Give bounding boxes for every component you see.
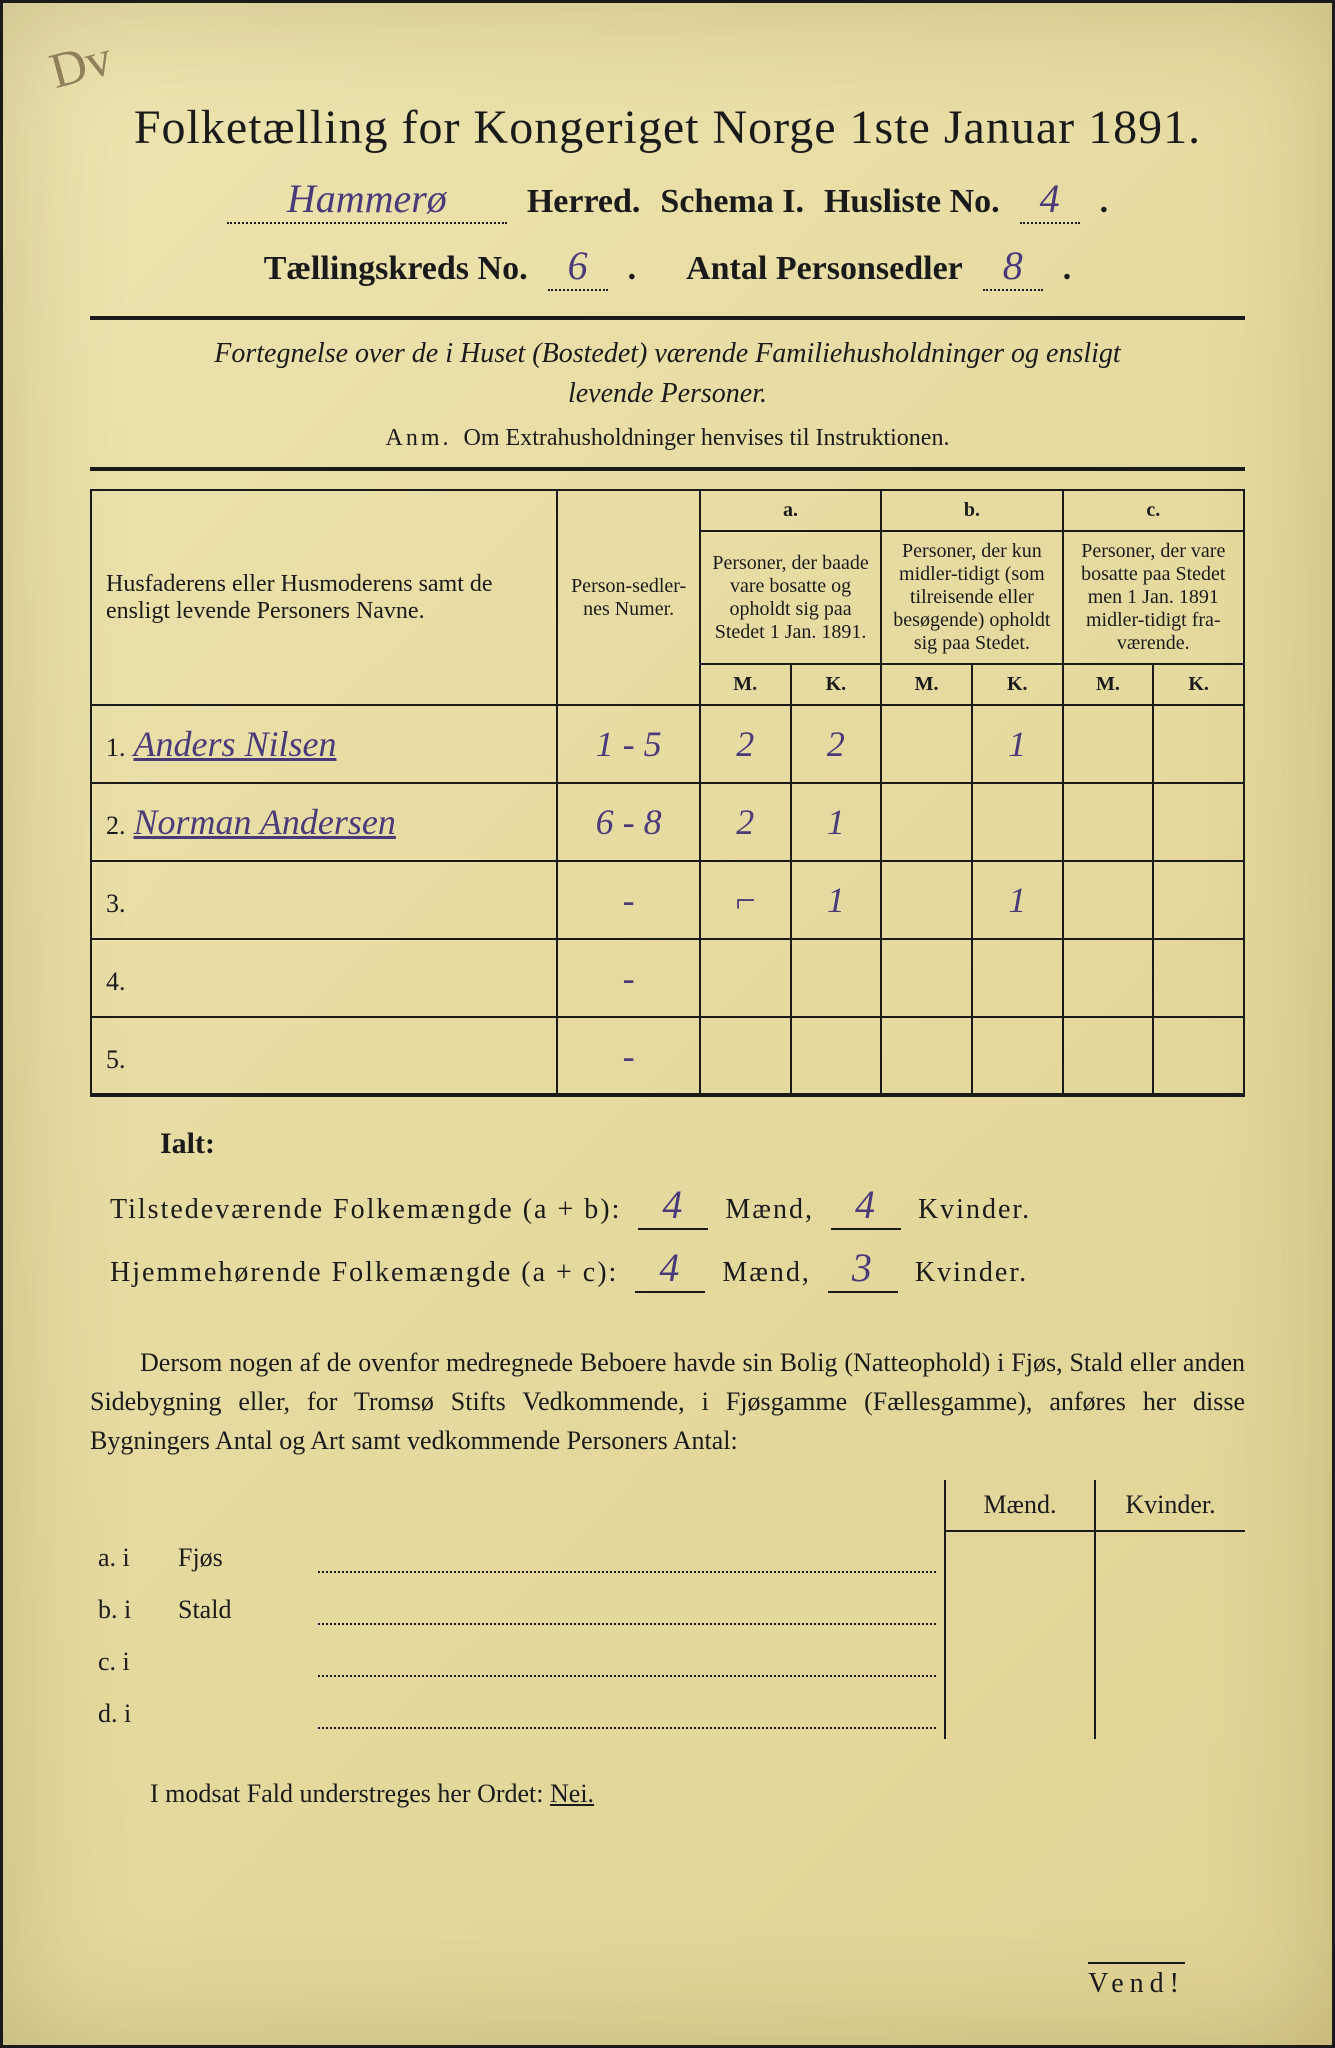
paragraph: Dersom nogen af de ovenfor medregnede Be…: [90, 1343, 1245, 1460]
husliste-value: 4: [1020, 175, 1080, 224]
vend: Vend!: [1088, 1962, 1185, 2000]
husliste-label: Husliste No.: [824, 183, 1000, 221]
th-a-text: Personer, der baade vare bosatte og opho…: [700, 531, 881, 664]
table-row: 1.Anders Nilsen 1 - 5 2 2 1: [91, 705, 1244, 783]
sum-line-1: Tilstedeværende Folkemængde (a + b): 4 M…: [110, 1181, 1245, 1230]
subheader-2: levende Personer.: [90, 378, 1245, 410]
th-b-text: Personer, der kun midler-tidigt (som til…: [881, 531, 1062, 664]
th-a-label: a.: [700, 490, 881, 531]
antal-label: Antal Personsedler: [686, 250, 963, 288]
lower-maend: Mænd.: [945, 1480, 1095, 1531]
header-line-1: Hammerø Herred. Schema I. Husliste No. 4…: [90, 175, 1245, 224]
header-line-2: Tællingskreds No. 6 . Antal Personsedler…: [90, 242, 1245, 291]
herred-label: Herred.: [527, 183, 641, 221]
th-m: M.: [881, 664, 972, 705]
subheader-1: Fortegnelse over de i Huset (Bostedet) v…: [90, 338, 1245, 370]
rule: [90, 316, 1245, 320]
th-names: Husfaderens eller Husmoderens samt de en…: [91, 490, 557, 705]
th-k: K.: [791, 664, 882, 705]
lower-row: b. i Stald: [90, 1583, 1245, 1635]
rule: [90, 467, 1245, 471]
lower-row: c. i: [90, 1635, 1245, 1687]
th-k: K.: [1153, 664, 1244, 705]
th-numer: Person-sedler-nes Numer.: [557, 490, 700, 705]
kreds-label: Tællingskreds No.: [264, 250, 528, 288]
antal-value: 8: [983, 242, 1043, 291]
footer: I modsat Fald understreges her Ordet: Ne…: [150, 1779, 1245, 1809]
sum-line-2: Hjemmehørende Folkemængde (a + c): 4 Mæn…: [110, 1244, 1245, 1293]
lower-row: a. i Fjøs: [90, 1531, 1245, 1583]
th-b-label: b.: [881, 490, 1062, 531]
census-form-page: Dv Folketælling for Kongeriget Norge 1st…: [0, 0, 1335, 2048]
ialt-label: Ialt:: [160, 1127, 1245, 1161]
lower-kvinder: Kvinder.: [1095, 1480, 1245, 1531]
page-title: Folketælling for Kongeriget Norge 1ste J…: [90, 100, 1245, 155]
table-row: 4. -: [91, 939, 1244, 1017]
th-c-text: Personer, der vare bosatte paa Stedet me…: [1063, 531, 1244, 664]
herred-value: Hammerø: [227, 175, 507, 224]
table-row: 2.Norman Andersen 6 - 8 2 1: [91, 783, 1244, 861]
pencil-mark: Dv: [44, 28, 118, 100]
census-table: Husfaderens eller Husmoderens samt de en…: [90, 489, 1245, 1097]
annotation: Anm. Om Extrahusholdninger henvises til …: [90, 425, 1245, 452]
th-m: M.: [700, 664, 791, 705]
table-row: 5. -: [91, 1017, 1244, 1095]
th-m: M.: [1063, 664, 1154, 705]
lower-row: d. i: [90, 1687, 1245, 1739]
table-row: 3. - ⌐ 1 1: [91, 861, 1244, 939]
th-c-label: c.: [1063, 490, 1244, 531]
lower-table: Mænd. Kvinder. a. i Fjøs b. i Stald c. i…: [90, 1480, 1245, 1739]
schema-label: Schema I.: [660, 183, 804, 221]
th-k: K.: [972, 664, 1063, 705]
kreds-value: 6: [548, 242, 608, 291]
